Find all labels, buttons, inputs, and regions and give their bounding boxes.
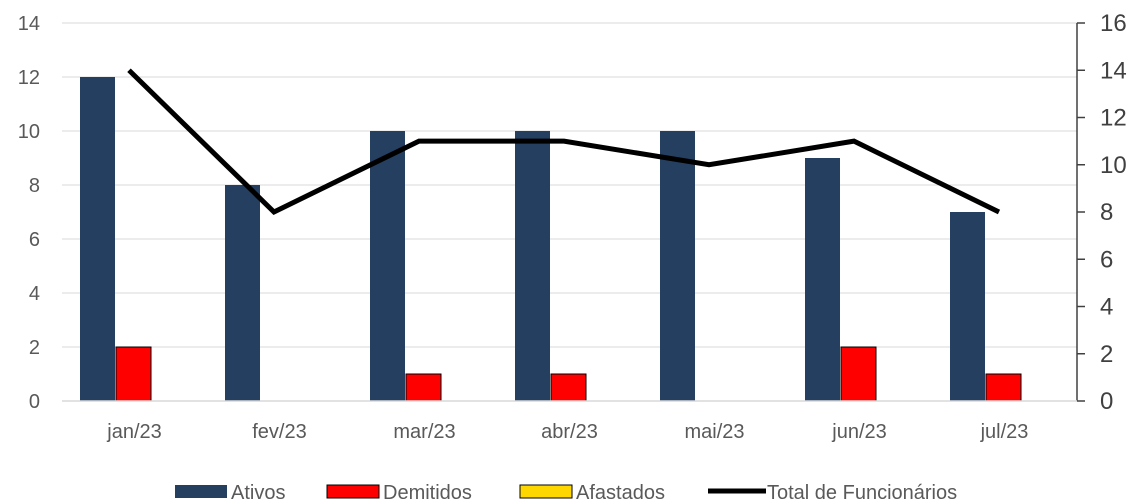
- gridlines: [62, 22, 1077, 348]
- y-right-tick-label: 0: [1100, 388, 1113, 415]
- y-left-tick-label: 4: [29, 283, 40, 305]
- y-left-tick-label: 10: [18, 121, 40, 143]
- bar-ativos: [950, 212, 985, 401]
- x-tick-label: abr/23: [541, 421, 598, 443]
- line-series: [127, 68, 1001, 216]
- y-right-tick-label: 2: [1100, 341, 1113, 368]
- y-right-tick-label: 12: [1100, 105, 1127, 132]
- y-right-tick-label: 4: [1100, 294, 1113, 321]
- x-tick-label: mai/23: [684, 421, 744, 443]
- bar-demitidos: [985, 373, 1022, 402]
- legend-swatch: [175, 485, 227, 498]
- bar-demitidos: [115, 346, 152, 402]
- x-axis: jan/23 fev/23 mar/23 abr/23 mai/23 jun/23 jul/…: [62, 400, 1077, 443]
- bar-series: [80, 77, 1022, 402]
- y-axis-left: 0 2 4 6 8 10 12 14: [18, 13, 40, 413]
- bar-ativos: [225, 185, 260, 401]
- x-tick-label: jul/23: [980, 421, 1029, 443]
- x-tick-label: jan/23: [106, 421, 162, 443]
- legend-label: Ativos: [231, 482, 285, 502]
- legend-label: Demitidos: [383, 482, 472, 502]
- bar-demitidos: [405, 373, 442, 402]
- y-right-tick-label: 16: [1100, 10, 1127, 37]
- y-left-tick-label: 2: [29, 337, 40, 359]
- y-axis-right: 0 2 4 6 8 10 12 14 16: [1076, 10, 1127, 415]
- bar-demitidos: [840, 346, 877, 402]
- y-right-tick-label: 14: [1100, 57, 1127, 84]
- legend-swatch: [326, 484, 380, 499]
- y-left-tick-label: 14: [18, 13, 40, 35]
- y-left-tick-label: 0: [29, 391, 40, 413]
- legend-label: Total de Funcionários: [767, 482, 957, 502]
- legend: Ativos Demitidos Afastados Total de Funcion…: [175, 482, 957, 502]
- legend-swatch: [519, 484, 573, 499]
- bar-demitidos: [550, 373, 587, 402]
- line-total-de-funcionarios: [127, 68, 1001, 216]
- x-tick-label: fev/23: [252, 421, 306, 443]
- y-left-tick-label: 8: [29, 175, 40, 197]
- legend-label: Afastados: [576, 482, 665, 502]
- bar-ativos: [370, 131, 405, 401]
- bar-ativos: [515, 131, 550, 401]
- x-tick-label: mar/23: [393, 421, 455, 443]
- bar-ativos: [80, 77, 115, 401]
- bar-ativos: [660, 131, 695, 401]
- y-right-tick-label: 10: [1100, 152, 1127, 179]
- y-left-tick-label: 6: [29, 229, 40, 251]
- bar-ativos: [805, 158, 840, 401]
- x-tick-label: jun/23: [831, 421, 887, 443]
- y-left-tick-label: 12: [18, 67, 40, 89]
- y-right-tick-label: 6: [1100, 246, 1113, 273]
- y-right-tick-label: 8: [1100, 199, 1113, 226]
